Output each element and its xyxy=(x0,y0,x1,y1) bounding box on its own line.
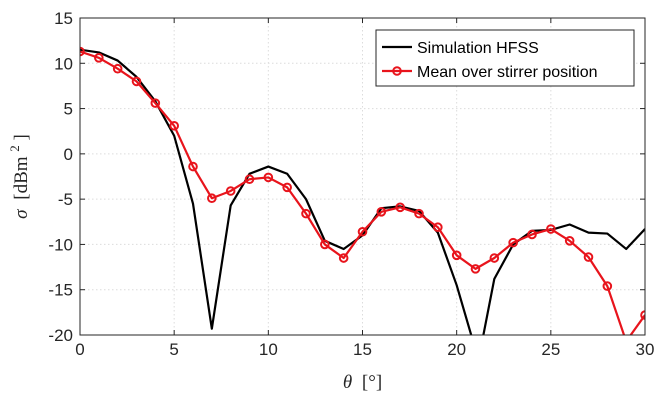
y-axis-unit: [dBm xyxy=(11,156,32,200)
y-tick-label-6: 10 xyxy=(54,54,73,73)
series-1-point xyxy=(640,310,645,320)
series-1-point xyxy=(546,224,556,234)
series-1-point xyxy=(207,193,217,204)
x-tick-label-6: 30 xyxy=(636,340,655,359)
series-1-point xyxy=(94,53,104,63)
series-1-point xyxy=(131,76,142,87)
series-1-point xyxy=(301,208,311,219)
plot-area xyxy=(80,46,645,346)
series-1-point xyxy=(451,250,462,261)
series-1-point xyxy=(263,172,274,183)
x-axis-unit: [°] xyxy=(362,372,382,393)
x-axis-symbol: θ xyxy=(343,372,352,393)
series-1-point xyxy=(357,226,368,237)
x-tick-label-4: 20 xyxy=(447,340,466,359)
series-1-point xyxy=(470,264,481,274)
tick-labels: 0 5 10 15 20 25 30 -20 -15 -10 -5 0 5 10 15 xyxy=(48,9,654,359)
series-1-point xyxy=(527,229,537,240)
y-tick-label-0: -20 xyxy=(48,326,73,345)
series-1-point xyxy=(602,281,613,291)
legend-entry-mean-over-stirrer-position: Mean over stirrer position xyxy=(417,64,598,81)
series-1-point xyxy=(80,46,85,57)
legend-entry-simulation-hfss: Simulation HFSS xyxy=(417,40,539,57)
series-1-point xyxy=(150,98,161,108)
series-1-point xyxy=(282,182,292,193)
series-1-point xyxy=(225,186,236,196)
y-axis-symbol: σ xyxy=(11,209,32,219)
series-1-point xyxy=(112,63,123,74)
series-1-point xyxy=(583,252,594,262)
y-tick-label-3: -5 xyxy=(58,190,73,209)
series-1-point xyxy=(376,207,387,217)
x-tick-label-5: 25 xyxy=(541,340,560,359)
series-line-1 xyxy=(80,50,645,335)
x-tick-label-2: 10 xyxy=(259,340,278,359)
series-1-point xyxy=(395,202,405,213)
y-tick-label-1: -15 xyxy=(48,281,73,300)
series-1-point xyxy=(489,253,500,263)
y-tick-label-2: -10 xyxy=(48,235,73,254)
legend-marker-mean-over-stirrer-position xyxy=(392,66,402,76)
series-1-point xyxy=(169,120,179,131)
x-axis-label: θ [°] xyxy=(343,372,382,393)
series-1-point xyxy=(244,174,255,185)
series-1-point xyxy=(414,208,424,219)
y-axis-label: σ [dBm 2 ] xyxy=(3,134,32,219)
x-tick-label-3: 15 xyxy=(353,340,372,359)
series-1-point xyxy=(622,338,630,346)
series-1-point xyxy=(320,239,330,250)
y-axis-unit-superscript: 2 xyxy=(7,145,22,152)
x-tick-label-1: 5 xyxy=(169,340,178,359)
series-1-point xyxy=(188,161,198,172)
legend: Simulation HFSS Mean over stirrer positi… xyxy=(375,29,635,87)
series-1-point xyxy=(433,222,443,233)
y-tick-label-7: 15 xyxy=(54,9,73,28)
y-tick-label-5: 5 xyxy=(64,100,73,119)
series-1-point xyxy=(508,237,518,248)
series-1-point xyxy=(564,236,575,246)
x-tick-label-0: 0 xyxy=(75,340,84,359)
series-1-point xyxy=(338,253,349,263)
y-tick-label-4: 0 xyxy=(64,145,73,164)
y-axis-unit-close: ] xyxy=(11,134,32,140)
legend-box xyxy=(375,29,635,87)
series-line-0 xyxy=(80,48,645,335)
